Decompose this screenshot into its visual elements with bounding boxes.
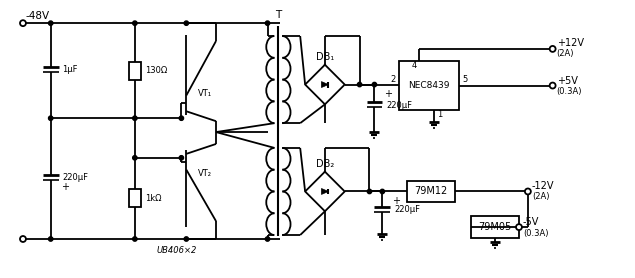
Text: NEC8439: NEC8439 [408, 81, 450, 90]
Circle shape [380, 189, 385, 194]
Text: +5V: +5V [557, 76, 577, 86]
Circle shape [358, 82, 362, 87]
Text: 4: 4 [411, 61, 417, 70]
Text: 220μF: 220μF [386, 101, 412, 110]
Text: 1kΩ: 1kΩ [145, 194, 161, 203]
Circle shape [48, 116, 53, 120]
Text: VT₁: VT₁ [198, 89, 212, 98]
Text: 220μF: 220μF [63, 173, 88, 182]
Circle shape [525, 188, 531, 194]
Text: +12V: +12V [557, 38, 584, 48]
Circle shape [179, 116, 184, 120]
Circle shape [372, 82, 377, 87]
Circle shape [179, 156, 184, 160]
Circle shape [48, 21, 53, 25]
Text: (2A): (2A) [532, 192, 549, 201]
Bar [129, 62, 141, 80]
Bar [471, 216, 519, 238]
Circle shape [20, 20, 26, 26]
Text: +: + [60, 182, 69, 192]
Circle shape [516, 224, 522, 230]
Text: (2A): (2A) [557, 49, 574, 58]
Circle shape [550, 46, 556, 52]
Text: 1: 1 [437, 110, 442, 119]
Polygon shape [321, 188, 328, 194]
Text: VT₂: VT₂ [198, 169, 212, 178]
Text: 1μF: 1μF [63, 65, 78, 74]
Text: 2: 2 [390, 75, 395, 84]
Text: (0.3A): (0.3A) [557, 87, 582, 96]
Bar [407, 181, 455, 202]
Circle shape [133, 156, 137, 160]
Circle shape [367, 189, 371, 194]
Circle shape [20, 236, 26, 242]
Bar [129, 190, 141, 207]
Text: +: + [384, 90, 392, 100]
Text: -5V: -5V [523, 217, 539, 227]
Polygon shape [321, 81, 328, 88]
Text: 79M12: 79M12 [414, 187, 448, 197]
Circle shape [133, 116, 137, 120]
Circle shape [526, 189, 530, 194]
Text: 5: 5 [462, 75, 468, 84]
Circle shape [550, 83, 556, 88]
Circle shape [265, 237, 270, 241]
Circle shape [184, 21, 189, 25]
Text: UB406×2: UB406×2 [156, 246, 197, 255]
Circle shape [133, 237, 137, 241]
Text: T: T [275, 10, 281, 20]
Circle shape [48, 237, 53, 241]
Text: +: + [392, 196, 400, 206]
Circle shape [133, 21, 137, 25]
Text: 130Ω: 130Ω [145, 66, 167, 75]
Text: DB₂: DB₂ [316, 159, 334, 169]
Text: 220μF: 220μF [394, 205, 420, 214]
Text: -12V: -12V [532, 180, 554, 190]
Bar [399, 61, 458, 110]
Text: DB₁: DB₁ [316, 52, 334, 62]
Circle shape [184, 237, 189, 241]
Text: (0.3A): (0.3A) [523, 229, 549, 237]
Text: -48V: -48V [26, 11, 50, 21]
Text: 79M05: 79M05 [479, 222, 512, 232]
Circle shape [265, 21, 270, 25]
